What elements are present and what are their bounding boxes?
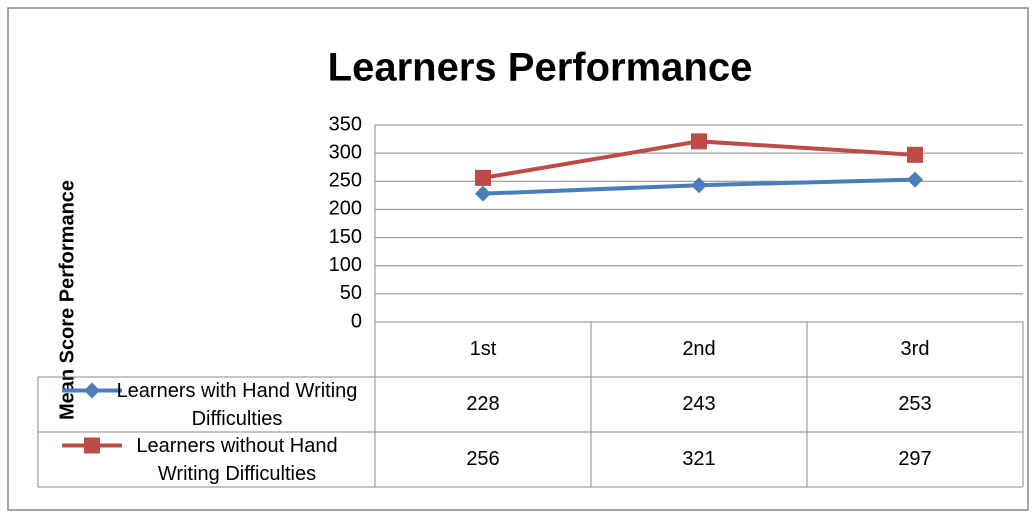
table-value: 228 <box>466 393 499 415</box>
y-tick-label: 0 <box>351 310 362 332</box>
marker <box>907 146 923 163</box>
marker <box>475 169 491 186</box>
x-tick-label: 3rd <box>901 338 930 360</box>
y-tick-label: 250 <box>329 170 362 192</box>
y-axis-title: Mean Score Performance <box>56 180 78 420</box>
y-tick-label: 150 <box>329 226 362 248</box>
marker <box>691 177 707 194</box>
chart-title: Learners Performance <box>328 46 753 90</box>
y-tick-label: 300 <box>329 141 362 163</box>
legend-label: Learners without Hand Writing Difficulti… <box>136 434 338 485</box>
marker <box>475 185 491 202</box>
x-tick-label: 2nd <box>682 338 715 360</box>
x-tick-label: 1st <box>470 338 497 360</box>
table-value: 243 <box>682 393 715 415</box>
table-value: 321 <box>682 448 715 470</box>
table-value: 256 <box>466 448 499 470</box>
legend-marker <box>84 437 100 454</box>
legend-marker <box>84 382 100 399</box>
legend-label: Learners with Hand Writing Difficulties <box>116 379 358 430</box>
y-tick-label: 50 <box>340 282 362 304</box>
table-value: 297 <box>898 448 931 470</box>
y-tick-label: 350 <box>329 113 362 135</box>
marker <box>691 133 707 150</box>
chart-border <box>7 7 1029 511</box>
y-tick-label: 200 <box>329 198 362 220</box>
table-value: 253 <box>898 393 931 415</box>
y-tick-label: 100 <box>329 254 362 276</box>
marker <box>907 171 923 188</box>
